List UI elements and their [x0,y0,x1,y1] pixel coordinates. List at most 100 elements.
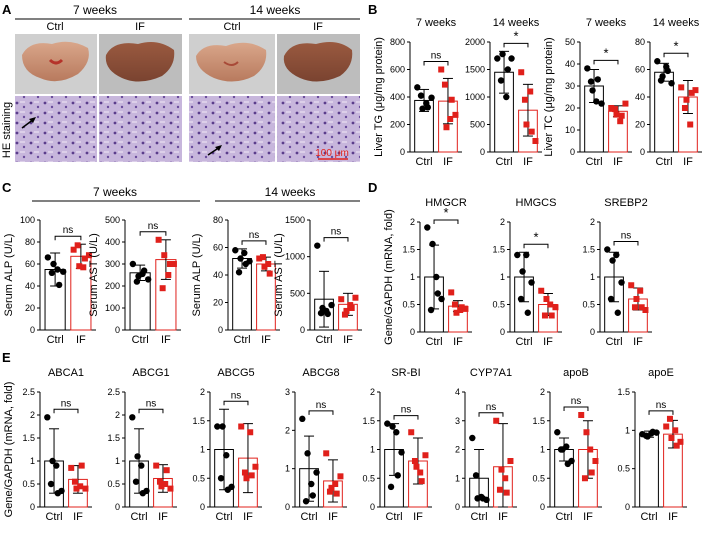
y-tick-label: 1.5 [532,416,545,426]
y-tick-label: 800 [390,37,405,47]
y-tick-label: 100 [105,303,120,313]
data-point-if [628,282,635,289]
data-point-if [266,270,273,277]
data-point-if [673,442,680,449]
data-point-if [528,128,535,135]
x-tick-label: IF [161,334,171,346]
data-point-ctrl [314,242,321,249]
data-point-if [532,138,539,144]
data-point-if [411,458,418,464]
data-point-if [642,307,649,313]
data-point-if [552,304,559,311]
y-axis-label: Serum AST (U/L) [273,233,285,317]
y-tick-label: 0.5 [617,464,630,474]
chart-e5: 0 0.5 1 1.5 2 SR-BI Ctrl IF ns [362,367,432,523]
chart-b4: 0 20 40 60 80 14 weeks Ctrl IF * [635,17,702,168]
x-tick-label: Ctrl [47,334,64,346]
x-tick-label: IF [73,511,83,523]
data-point-ctrl [414,84,421,91]
y-tick-label: 1 [115,456,120,466]
y-tick-label: 100 [20,215,35,225]
data-point-if [247,429,254,436]
y-axis-label: Gene/GAPDH (mRNA, fold) [383,209,395,345]
y-tick-label: 2.5 [107,387,120,397]
significance-label: ns [61,398,72,409]
chart-title: 14 weeks [653,17,700,29]
data-point-ctrl [53,462,60,469]
x-tick-label: IF [523,156,533,168]
data-point-ctrl [568,457,575,465]
panel-letter-e: E [2,350,11,365]
panel-c-group-14wk: 14 weeks [265,185,316,199]
y-tick-label: 1 [285,464,290,474]
data-point-ctrl [133,278,141,285]
data-point-if [162,481,169,487]
y-tick-label: 0 [455,502,460,512]
y-axis-label: Serum ALP (U/L) [3,234,15,317]
data-point-ctrl [614,309,621,316]
y-tick-label: 0 [625,502,630,512]
y-tick-label: 0.5 [532,473,545,483]
data-point-ctrl [429,240,436,248]
x-tick-label: IF [158,511,168,523]
data-point-ctrl [604,246,611,253]
data-point-ctrl [607,295,615,303]
significance-bracket [593,59,619,65]
data-point-ctrl [593,98,600,105]
data-point-ctrl [514,251,521,259]
x-tick-label: IF [453,336,463,348]
y-tick-label: 30 [565,81,575,91]
data-point-if [578,412,585,418]
data-point-if [338,296,345,303]
data-point-ctrl [648,430,655,437]
y-tick-label: 0.5 [107,479,120,489]
data-point-ctrl [483,496,490,504]
x-tick-label: Ctrl [315,334,332,346]
data-point-if [441,81,448,88]
y-tick-label: 200 [390,120,405,130]
data-point-if [581,475,588,482]
data-point-if [637,287,644,294]
data-point-ctrl [302,498,310,505]
y-tick-label: 20 [635,120,645,130]
y-axis-label: Liver TG (μg/mg protein) [373,37,385,157]
y-tick-label: 1 [625,425,630,435]
y-axis-label: Liver TC (μg/mg protein) [543,37,555,156]
data-point-if [462,305,469,312]
x-tick-label: IF [583,511,593,523]
bar-ctrl [232,258,252,331]
liver-photo-2 [99,34,182,94]
chart-b3: 0 10 20 30 40 50 7 weeks Liver TC (μg/mg protei… [543,17,632,168]
data-point-if [81,255,88,262]
data-point-if [447,116,454,122]
data-point-ctrl [241,249,248,257]
y-tick-label: 3 [455,416,460,426]
significance-label: * [443,205,448,220]
chart-title: apoB [563,367,589,379]
x-tick-label: IF [413,511,423,523]
data-point-ctrl [228,483,235,491]
data-point-if [507,458,514,464]
data-point-if [677,438,684,445]
data-point-ctrl [309,492,316,499]
significance-bracket [323,237,349,242]
data-point-if [259,254,266,261]
x-tick-label: Ctrl [425,336,442,348]
data-point-ctrl [472,472,480,479]
chart-title: 14 weeks [493,17,540,29]
y-tick-label: 2 [590,217,595,227]
panel-a-group-7wk: 7 weeks [73,3,117,17]
y-tick-label: 0 [300,325,305,335]
data-point-if [547,301,554,308]
data-point-if [328,484,335,491]
y-tick-label: 1.5 [107,433,120,443]
data-point-if [326,488,333,495]
data-point-ctrl [524,309,531,316]
data-point-if [323,450,330,457]
data-point-if [496,486,503,493]
panel-letter-a: A [2,2,12,17]
data-point-ctrl [50,260,57,268]
y-tick-label: 1 [500,272,505,282]
y-tick-label: 500 [290,288,305,298]
significance-label: ns [316,400,327,411]
